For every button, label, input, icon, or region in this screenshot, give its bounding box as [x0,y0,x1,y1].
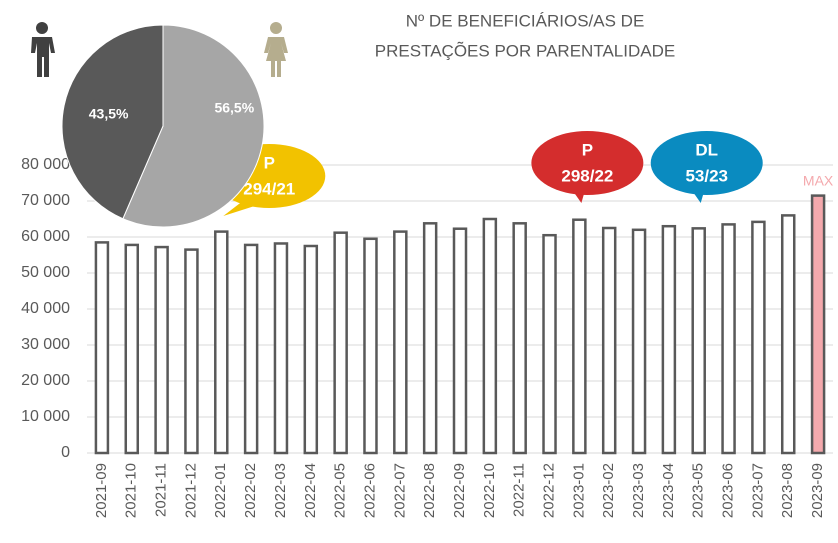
x-tick-label: 2023-02 [600,463,617,518]
max-label: MAX [803,173,834,189]
callout: DL 53/23 [650,131,763,203]
x-tick-label: 2021-12 [182,463,199,518]
callout-text: 53/23 [685,166,728,185]
pie-slice [122,24,265,228]
x-tick-label: 2022-05 [332,463,349,518]
y-tick-label: 20 000 [21,372,70,389]
bar [393,230,408,455]
bar [154,245,169,455]
y-tick-label: 70 000 [21,192,70,209]
bar [751,220,766,455]
bar [721,223,736,455]
pie-label: 43,5% [89,105,129,121]
callout-text: 294/21 [243,179,295,198]
bar [273,242,289,455]
callout-bubble [531,131,644,195]
x-tick-label: 2022-12 [540,463,557,518]
x-tick-label: 2023-05 [690,463,707,518]
bar [243,243,259,455]
y-tick-label: 50 000 [21,264,70,281]
bar [422,222,438,455]
callout-text: P [264,153,275,172]
bar [512,222,527,455]
bar [780,214,796,455]
chart-title: PRESTAÇÕES POR PARENTALIDADE [375,41,675,60]
bar [631,228,647,455]
bar [452,227,468,455]
pie-label: 56,5% [214,99,254,115]
bar [124,243,140,455]
callout: P 298/22 [531,131,644,203]
chart-title: Nº DE BENEFICIÁRIOS/AS DE [406,11,645,30]
x-tick-label: 2022-02 [242,463,259,518]
pie-slice [61,24,164,220]
y-tick-label: 60 000 [21,228,70,245]
callout-bubble [650,131,763,195]
y-tick-label: 10 000 [21,408,70,425]
x-tick-label: 2022-06 [361,463,378,518]
bar [482,217,498,455]
bar [363,237,378,455]
x-tick-label: 2023-09 [809,463,826,518]
bar [661,224,677,455]
bar [542,233,557,455]
callout-text: DL [695,140,718,159]
x-tick-label: 2023-04 [660,463,677,518]
bar [333,231,348,455]
y-tick-label: 30 000 [21,336,70,353]
x-tick-label: 2021-09 [93,463,110,518]
x-tick-label: 2022-04 [302,463,319,518]
x-tick-label: 2023-08 [779,463,796,518]
x-tick-label: 2022-07 [391,463,408,518]
bar [601,226,617,455]
x-tick-label: 2023-07 [749,463,766,518]
bar [572,218,587,455]
callout-text: 298/22 [561,166,613,185]
x-tick-label: 2021-10 [123,463,140,518]
bar [184,248,199,455]
bar [303,244,319,455]
female-icon [264,22,288,77]
y-tick-label: 40 000 [21,300,70,317]
x-tick-label: 2022-03 [272,463,289,518]
x-tick-label: 2022-01 [212,463,229,518]
bar [94,241,110,455]
male-icon [31,22,55,77]
bar [691,227,706,455]
x-tick-label: 2023-06 [720,463,737,518]
bar [214,230,229,455]
x-tick-label: 2021-11 [153,463,170,517]
callout-text: P [582,140,593,159]
y-tick-label: 80 000 [21,156,70,173]
x-tick-label: 2023-03 [630,463,647,518]
bar [810,194,826,455]
x-tick-label: 2022-10 [481,463,498,518]
x-tick-label: 2022-09 [451,463,468,518]
x-tick-label: 2023-01 [570,463,587,518]
y-tick-label: 0 [61,444,70,461]
x-tick-label: 2022-11 [511,463,528,517]
x-tick-label: 2022-08 [421,463,438,518]
